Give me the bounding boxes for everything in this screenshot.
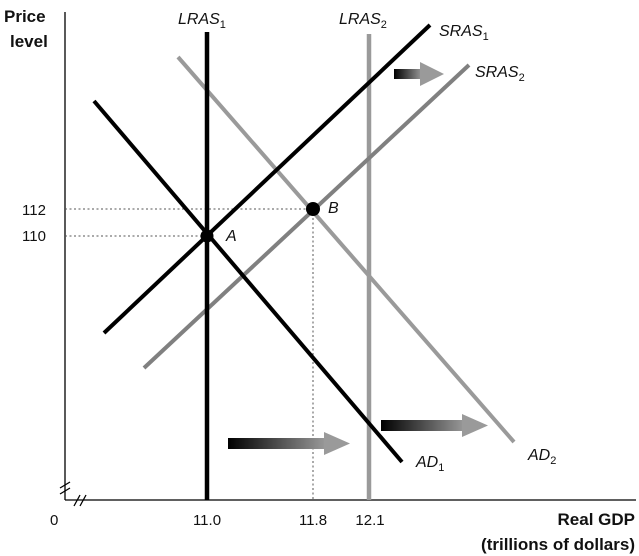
y-tick-112: 112 bbox=[22, 202, 46, 219]
x-tick-11-0: 11.0 bbox=[193, 512, 221, 529]
ad-shift-arrow-right-icon bbox=[381, 414, 488, 437]
y-axis-title-line1: Price bbox=[4, 7, 46, 26]
origin-label: 0 bbox=[50, 512, 58, 529]
sras2-curve bbox=[142, 63, 471, 370]
x-axis-title-line1: Real GDP bbox=[558, 510, 635, 529]
point-a-label: A bbox=[225, 228, 237, 245]
equilibrium-point-a bbox=[200, 229, 214, 243]
lras1-label: LRAS1 bbox=[178, 11, 226, 31]
sras-shift-arrow-icon bbox=[394, 62, 444, 86]
ad2-curve bbox=[176, 55, 516, 444]
sras1-label: SRAS1 bbox=[439, 23, 489, 43]
ad1-label: AD1 bbox=[415, 454, 444, 474]
point-b-label: B bbox=[328, 200, 339, 217]
x-tick-11-8: 11.8 bbox=[299, 512, 327, 529]
sras2-label: SRAS2 bbox=[475, 64, 525, 84]
ad2-label: AD2 bbox=[527, 447, 556, 467]
x-tick-12-1: 12.1 bbox=[355, 512, 384, 529]
sras1-curve bbox=[102, 23, 432, 335]
y-tick-110: 110 bbox=[22, 228, 46, 245]
equilibrium-point-b bbox=[306, 202, 320, 216]
ad-shift-arrow-lower-icon bbox=[228, 432, 350, 455]
lras2-label: LRAS2 bbox=[339, 11, 387, 31]
ad1-curve bbox=[92, 99, 404, 464]
axis-break-icon bbox=[59, 481, 87, 507]
y-axis-title-line2: level bbox=[10, 32, 48, 51]
x-axis-title-line2: (trillions of dollars) bbox=[481, 535, 635, 554]
